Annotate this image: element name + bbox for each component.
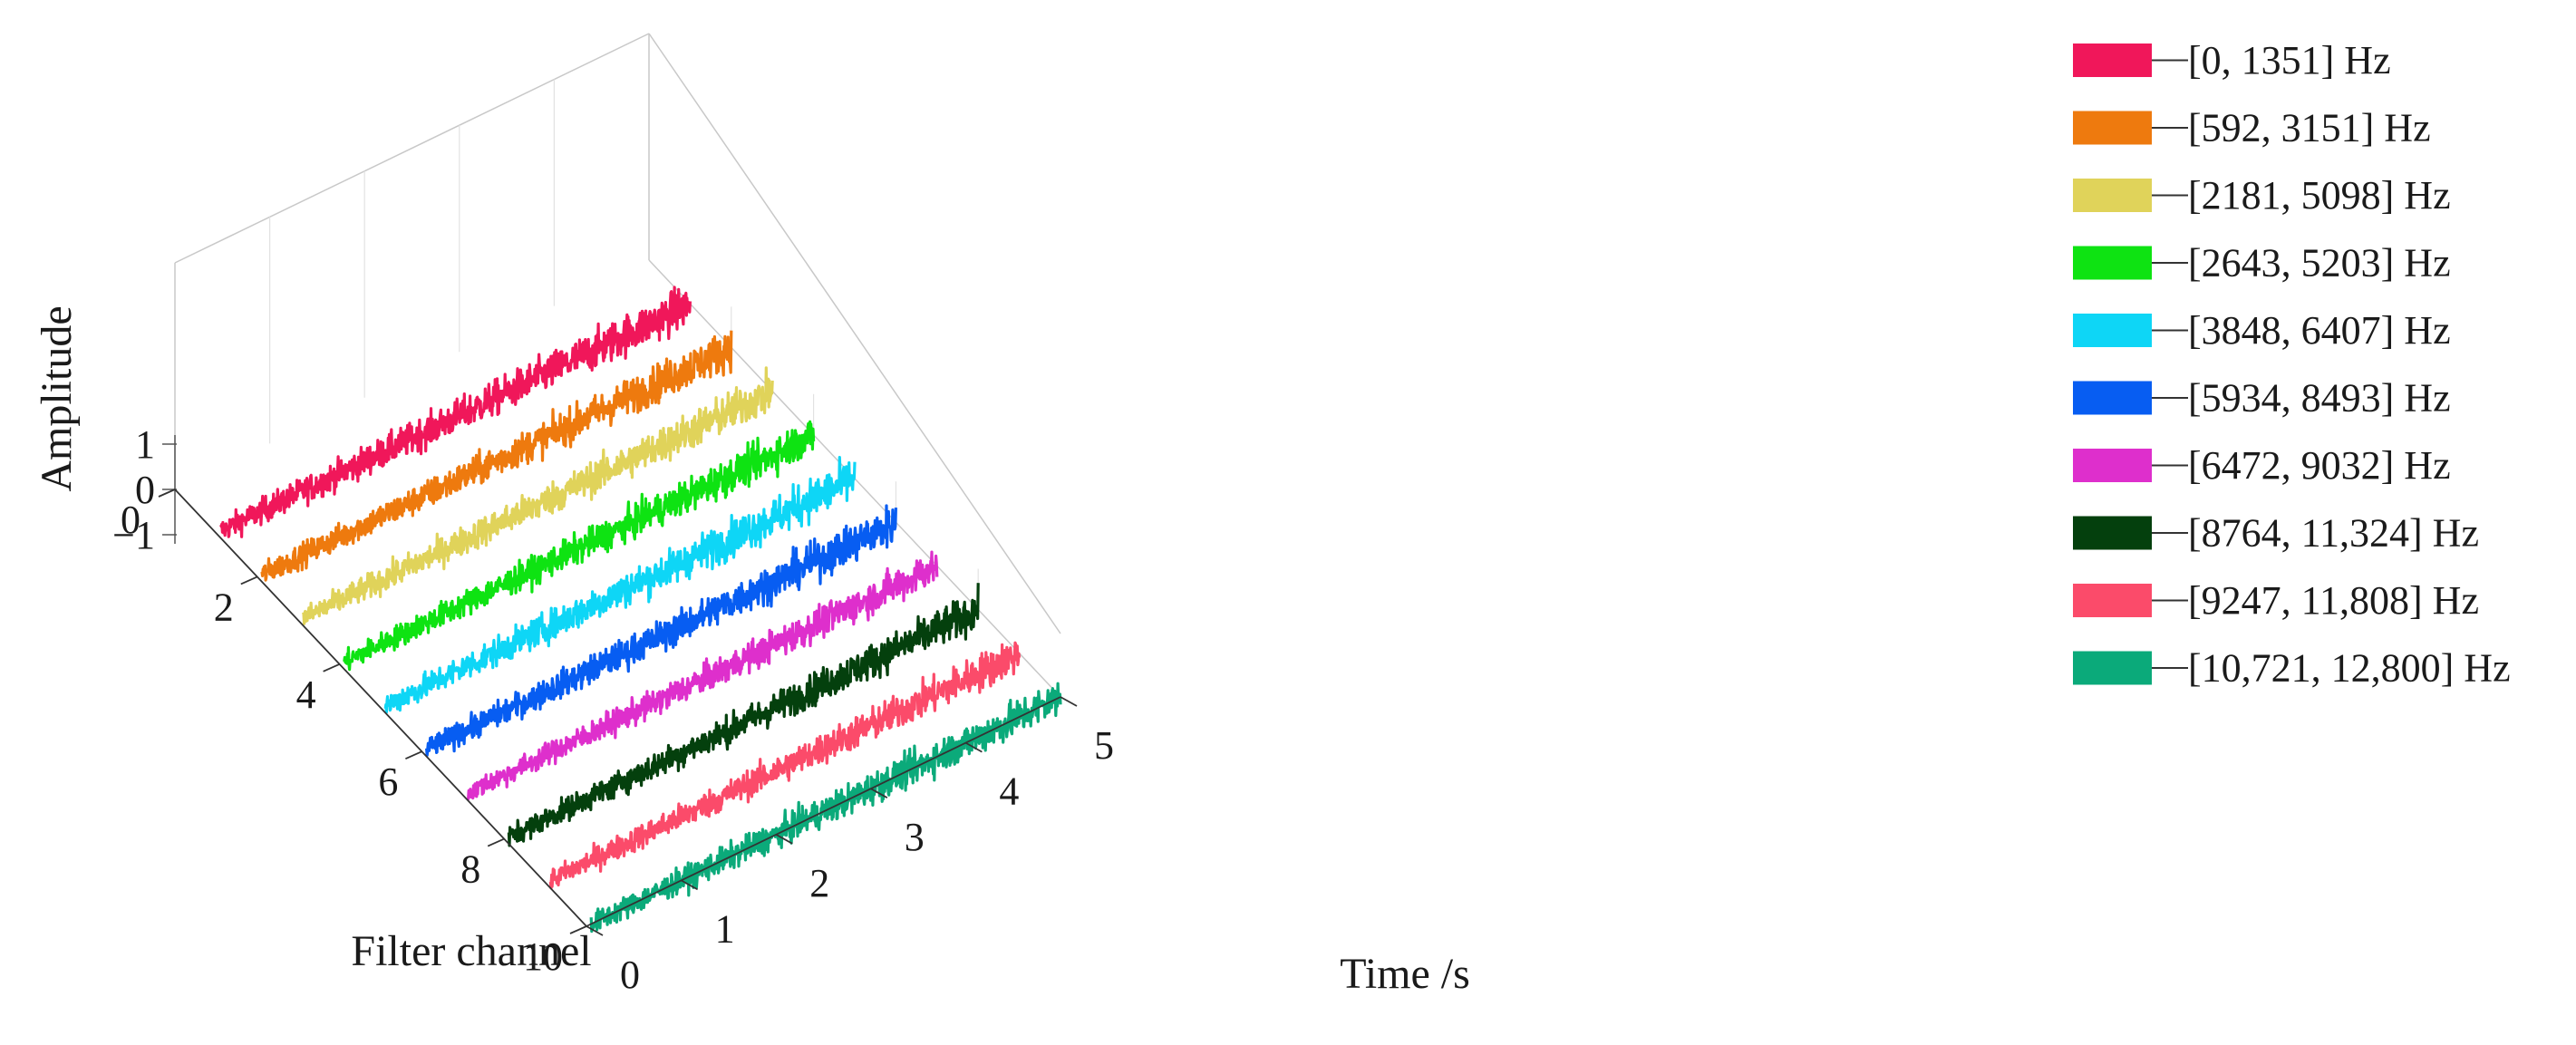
series-line [466,550,939,801]
series-line [507,583,980,847]
legend-label: [8764, 11,324] Hz [2188,511,2479,556]
legend-label: [0, 1351] Hz [2188,38,2391,82]
series-line [219,285,692,538]
legend-swatch [2073,44,2152,77]
x-tick [586,925,604,936]
legend-swatch [2073,246,2152,280]
series-group [219,285,1062,934]
y-tick-label: 8 [460,847,480,892]
z-tick-label: 0 [135,468,155,512]
legend-swatch [2073,651,2152,685]
y-tick-label: 4 [296,672,316,717]
x-tick-label: 2 [809,861,829,905]
x-tick [870,788,888,798]
series-line [260,330,733,582]
legend-swatch [2073,111,2152,145]
legend-label: [2181, 5098] Hz [2188,173,2451,218]
legend-label: [2643, 5203] Hz [2188,241,2451,285]
legend-label: [5934, 8493] Hz [2188,376,2451,421]
x-tick-label: 3 [905,815,925,859]
box-edge [648,33,1061,634]
z-axis-title: Amplitude [33,305,81,491]
legend: [0, 1351] Hz [592, 3151] Hz [2181, 5098] H… [2073,38,2511,691]
y-tick [158,489,176,498]
series-line [343,420,816,672]
series-line [425,504,897,758]
y-tick [487,837,505,847]
legend-label: [9247, 11,808] Hz [2188,578,2479,623]
x-tick [775,834,793,845]
legend-swatch [2073,381,2152,415]
series-line [383,456,857,714]
legend-swatch [2073,584,2152,617]
y-tick-label: 0 [121,498,140,542]
legend-swatch [2073,516,2152,550]
legend-swatch [2073,449,2152,482]
x-tick [1060,696,1078,707]
y-tick-label: 2 [214,585,234,629]
legend-swatch [2073,314,2152,347]
x-tick-label: 5 [1094,723,1114,768]
y-tick-label: 6 [378,760,398,804]
z-tick-label: 1 [135,422,155,467]
legend-swatch [2073,179,2152,212]
y-tick [569,925,587,934]
x-tick-label: 4 [999,769,1019,814]
y-tick [323,663,340,672]
y-tick [240,576,258,585]
box-edge [174,33,650,264]
y-axis-title: Filter channel [351,927,591,975]
legend-label: [6472, 9032] Hz [2188,443,2451,488]
y-tick [405,750,422,760]
x-tick-label: 1 [715,906,735,951]
legend-label: [3848, 6407] Hz [2188,308,2451,353]
x-axis-line [586,696,1061,927]
y-axis-line [174,489,587,927]
x-tick [681,879,699,891]
x-tick [964,741,983,753]
y-tick-label: 10 [523,934,563,979]
x-axis-title: Time /s [1340,950,1470,998]
legend-label: [10,721, 12,800] Hz [2188,646,2511,691]
series-line [301,366,774,625]
x-tick-label: 0 [620,953,640,997]
series-line [548,641,1022,890]
legend-label: [592, 3151] Hz [2188,106,2431,150]
z-tick-label: −1 [112,513,155,557]
